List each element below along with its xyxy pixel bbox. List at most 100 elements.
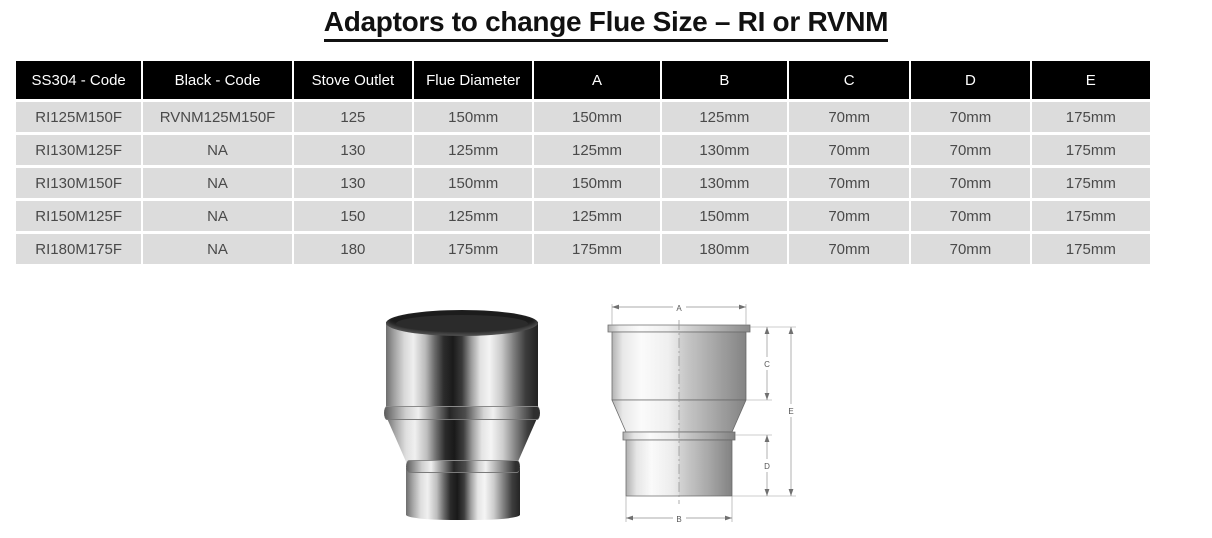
adaptor-lower-barrel (406, 468, 520, 520)
cell-d: 70mm (911, 135, 1030, 165)
dim-e-arrow-top (788, 327, 794, 334)
adaptor-upper-band (384, 406, 540, 420)
dim-c-arrow-bottom (764, 393, 770, 400)
spec-table-container: SS304 - Code Black - Code Stove Outlet F… (14, 58, 1152, 267)
cell-a: 175mm (534, 234, 660, 264)
dim-a-arrow-right (739, 304, 746, 310)
adaptor-dimension-drawing: A B C (586, 292, 816, 532)
cell-c: 70mm (789, 201, 910, 231)
column-header-stove-outlet: Stove Outlet (293, 61, 413, 99)
cell-stove-outlet: 180 (293, 234, 413, 264)
cell-ss304-code: RI150M125F (16, 201, 142, 231)
drawing-svg: A B C (607, 301, 798, 524)
table-row: RI130M125F NA 130 125mm 125mm 130mm 70mm… (16, 135, 1150, 165)
dim-e-label-bg (785, 404, 798, 417)
table-row: RI130M150F NA 130 150mm 150mm 130mm 70mm… (16, 168, 1150, 198)
dim-a-label: A (676, 304, 682, 313)
cell-flue-diameter: 150mm (414, 102, 533, 132)
cell-c: 70mm (789, 102, 910, 132)
table-row: RI180M175F NA 180 175mm 175mm 180mm 70mm… (16, 234, 1150, 264)
cell-a: 150mm (534, 168, 660, 198)
cell-black-code: RVNM125M150F (143, 102, 292, 132)
table-header-row: SS304 - Code Black - Code Stove Outlet F… (16, 61, 1150, 99)
cell-b: 130mm (661, 168, 787, 198)
cell-ss304-code: RI180M175F (16, 234, 142, 264)
dim-d-label: D (764, 462, 770, 471)
table-header: SS304 - Code Black - Code Stove Outlet F… (16, 61, 1150, 99)
cell-c: 70mm (789, 234, 910, 264)
cell-ss304-code: RI130M125F (16, 135, 142, 165)
adaptor-lower-band (406, 460, 520, 473)
drawing-shading (679, 332, 746, 496)
cell-e: 175mm (1031, 168, 1150, 198)
dim-b-arrow-right (725, 515, 732, 521)
adaptor-product-photo (378, 310, 548, 522)
cell-d: 70mm (911, 102, 1030, 132)
cell-d: 70mm (911, 201, 1030, 231)
adaptor-spec-table: SS304 - Code Black - Code Stove Outlet F… (14, 58, 1152, 267)
column-header-d: D (911, 61, 1030, 99)
dimension-a: A (611, 301, 747, 325)
column-header-c: C (789, 61, 910, 99)
cell-ss304-code: RI125M150F (16, 102, 142, 132)
column-header-black-code: Black - Code (143, 61, 292, 99)
adaptor-taper-cone (386, 416, 538, 468)
cell-stove-outlet: 130 (293, 168, 413, 198)
cell-e: 175mm (1031, 135, 1150, 165)
column-header-b: B (661, 61, 787, 99)
column-header-e: E (1031, 61, 1150, 99)
dimension-d: D (732, 434, 774, 497)
cell-e: 175mm (1031, 201, 1150, 231)
cell-black-code: NA (143, 201, 292, 231)
cell-e: 175mm (1031, 102, 1150, 132)
page-title: Adaptors to change Flue Size – RI or RVN… (323, 6, 888, 43)
table-body: RI125M150F RVNM125M150F 125 150mm 150mm … (16, 102, 1150, 264)
dim-c-label-bg (761, 357, 774, 370)
column-header-flue-diameter: Flue Diameter (414, 61, 533, 99)
dim-e-label: E (788, 407, 793, 416)
cell-d: 70mm (911, 234, 1030, 264)
column-header-ss304-code: SS304 - Code (16, 61, 142, 99)
cell-a: 125mm (534, 201, 660, 231)
cell-flue-diameter: 125mm (414, 201, 533, 231)
dim-b-arrow-left (626, 515, 633, 521)
dim-d-arrow-top (764, 435, 770, 442)
cell-a: 125mm (534, 135, 660, 165)
cell-b: 150mm (661, 201, 787, 231)
cell-black-code: NA (143, 168, 292, 198)
dim-d-arrow-bottom (764, 489, 770, 496)
cell-e: 175mm (1031, 234, 1150, 264)
dim-d-label-bg (761, 459, 774, 472)
cell-ss304-code: RI130M150F (16, 168, 142, 198)
figures-row: A B C (0, 292, 1212, 538)
cell-b: 125mm (661, 102, 787, 132)
dimension-c: C (746, 326, 774, 401)
title-bar: Adaptors to change Flue Size – RI or RVN… (0, 0, 1212, 43)
dimension-b: B (625, 496, 733, 524)
dim-c-arrow-top (764, 327, 770, 334)
dim-b-label-bg (673, 512, 686, 524)
dim-c-label: C (764, 360, 770, 369)
dim-b-label: B (676, 515, 681, 524)
dim-a-label-bg (673, 301, 686, 313)
cell-flue-diameter: 175mm (414, 234, 533, 264)
cell-a: 150mm (534, 102, 660, 132)
cell-stove-outlet: 130 (293, 135, 413, 165)
cell-black-code: NA (143, 135, 292, 165)
cell-b: 130mm (661, 135, 787, 165)
cell-c: 70mm (789, 135, 910, 165)
adaptor-upper-barrel (386, 322, 538, 412)
cell-flue-diameter: 150mm (414, 168, 533, 198)
table-row: RI150M125F NA 150 125mm 125mm 150mm 70mm… (16, 201, 1150, 231)
dim-e-arrow-bottom (788, 489, 794, 496)
dim-a-arrow-left (612, 304, 619, 310)
cell-flue-diameter: 125mm (414, 135, 533, 165)
column-header-a: A (534, 61, 660, 99)
cell-stove-outlet: 150 (293, 201, 413, 231)
cell-b: 180mm (661, 234, 787, 264)
adaptor-top-bore (396, 315, 528, 332)
cell-c: 70mm (789, 168, 910, 198)
cell-stove-outlet: 125 (293, 102, 413, 132)
cell-black-code: NA (143, 234, 292, 264)
cell-d: 70mm (911, 168, 1030, 198)
